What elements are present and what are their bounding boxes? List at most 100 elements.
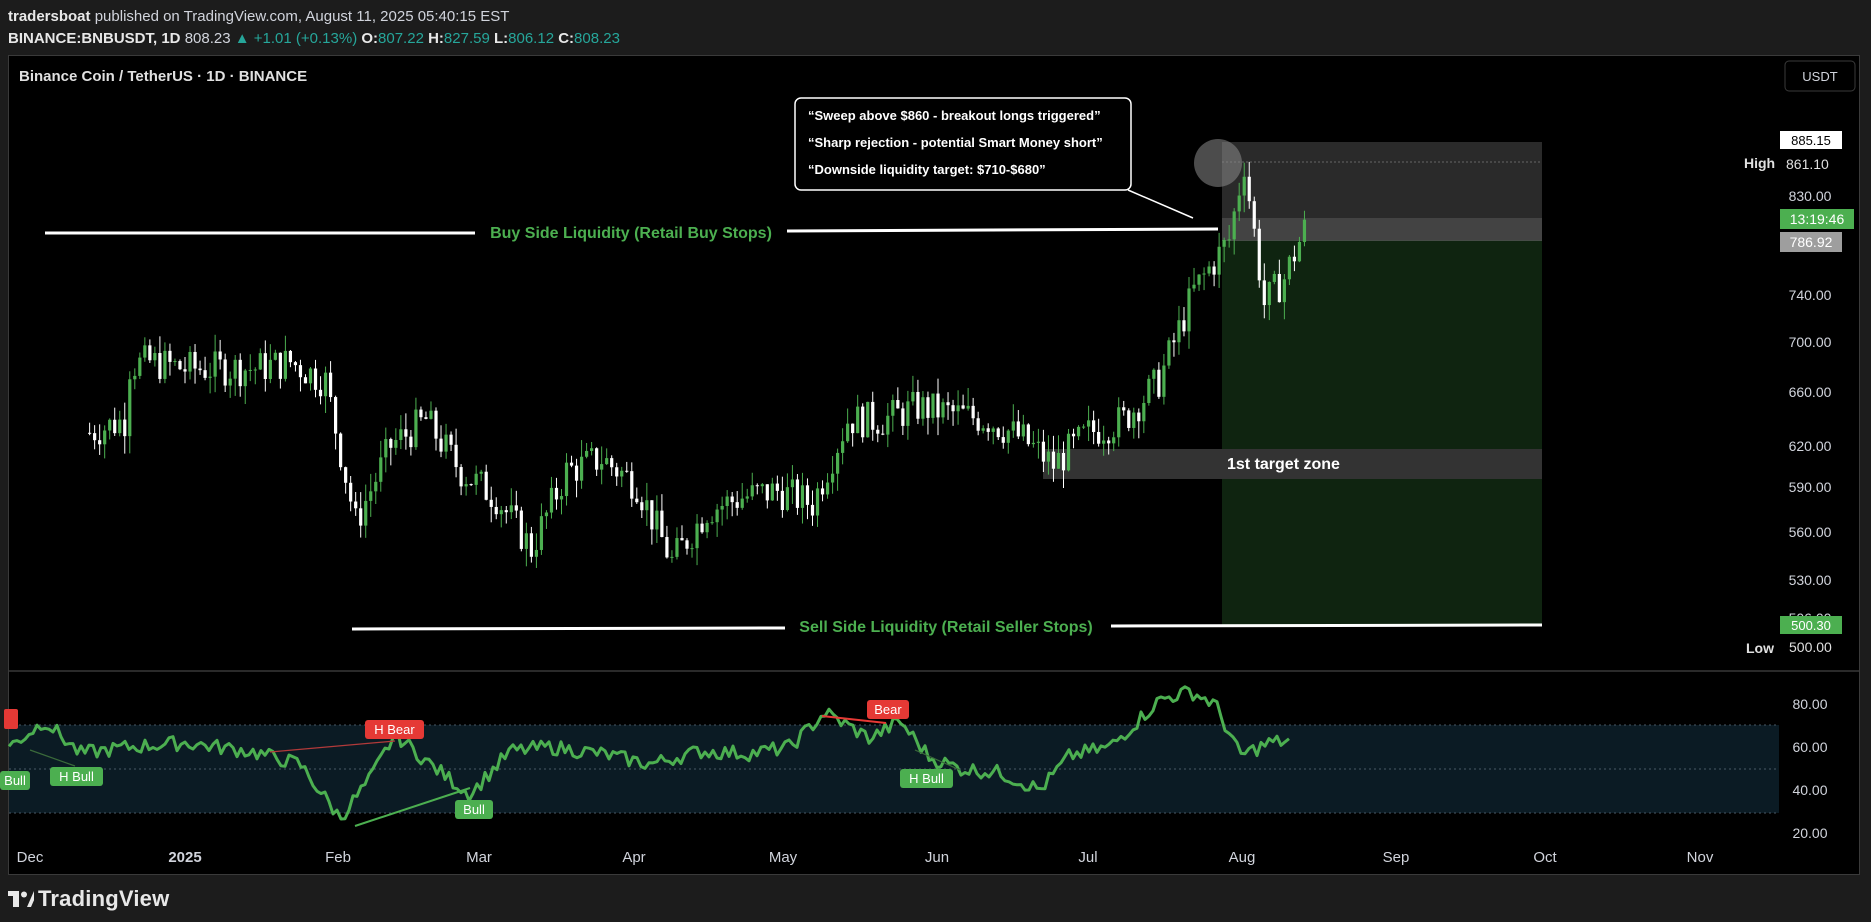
candle [1222,237,1226,263]
target-zone [1043,449,1542,479]
price-axis[interactable]: 830.00 740.00 700.00 660.00 620.00 590.00 560.… [1789,188,1832,626]
candle [665,525,669,559]
candle [148,339,152,364]
candle [725,490,729,520]
candle [1247,161,1251,209]
candle [1006,429,1010,454]
candle [685,538,689,555]
candle [534,533,538,568]
candle [1071,428,1076,449]
candle [1112,431,1116,452]
candle [1207,261,1211,277]
candle [1036,428,1040,459]
candle [384,427,388,473]
price-tick-label: 830.00 [1789,188,1832,204]
candle [1292,245,1297,272]
candle [519,506,523,552]
candle [1016,410,1020,440]
candle [1127,408,1131,432]
rsi-axis[interactable]: 80.00 60.00 40.00 20.00 [1792,696,1827,841]
candle [625,461,629,473]
candle [233,355,237,396]
candle [283,335,287,382]
candle [263,340,267,392]
close-label: C: [558,30,575,47]
callout-box[interactable]: “Sweep above $860 - breakout longs trigg… [794,97,1194,219]
candle [590,442,594,456]
candle [1026,423,1030,447]
symbol-label[interactable]: BINANCE:BNBUSDT, 1D [8,30,181,47]
candle [208,362,212,394]
candle [805,478,810,520]
ohlc-line: BINANCE:BNBUSDT, 1D 808.23 ▲ +1.01 (+0.1… [8,28,620,50]
callout-line-1: “Sweep above $860 - breakout longs trigg… [808,108,1101,123]
candle [1087,405,1091,442]
candle [479,469,483,482]
candle [514,490,518,518]
candle [1167,337,1171,369]
candle [278,352,282,389]
candle [846,408,850,443]
candle [213,334,217,393]
candle [1122,400,1126,416]
candle [349,475,353,512]
candle [1152,368,1156,394]
candle [680,525,684,541]
sweep-zone [1222,218,1542,241]
candle [730,491,734,517]
candle [1202,267,1206,291]
rsi-layer: H Bull H Bear Bull Bear H Bull Bull [0,685,1290,827]
candle [459,464,463,496]
candle [1066,428,1071,472]
candle [554,477,559,510]
high-label: H: [428,30,444,47]
candle [98,424,102,455]
time-tick-label: Feb [325,849,351,866]
candle [836,448,840,491]
candle [820,480,825,502]
candle [298,359,303,392]
candle [464,476,468,496]
candle [88,422,92,436]
candle [1172,332,1176,357]
tradingview-logo[interactable]: TradingView [8,886,169,912]
candle [1031,431,1035,448]
price-change: +1.01 (+0.13%) [253,30,358,47]
candle [630,462,634,507]
sell-side-line-left [351,626,786,631]
badge-current-text: 786.92 [1790,234,1833,250]
candle [228,371,232,398]
candle [574,458,579,498]
candle [1227,224,1231,248]
high-price: 861.10 [1786,156,1829,172]
time-axis[interactable]: Dec 2025 Feb Mar Apr May Jun Jul Aug Sep Oct Nov [17,849,1714,866]
time-tick-label: Oct [1533,849,1557,866]
candle [856,394,860,434]
candle [318,376,323,405]
currency-button[interactable]: USDT [1784,60,1856,92]
candle [750,472,754,501]
hbull-divergence-line [29,749,76,767]
candle [780,476,784,518]
candle [1262,263,1266,319]
rsi-tick-label: 40.00 [1792,782,1827,798]
time-tick-label: 2025 [168,849,201,866]
candle [243,368,247,405]
candle [1011,404,1015,438]
candle [861,403,865,443]
candle [710,516,714,525]
chart-title: Binance Coin / TetherUS · 1D · BINANCE [19,68,307,85]
last-price: 808.23 [184,30,231,47]
time-tick-label: May [769,849,798,866]
badge-top: 885.15 [1780,131,1842,149]
candle [529,526,533,563]
candle [700,517,704,534]
chart-header: tradersboat published on TradingView.com… [8,6,620,50]
candle [1076,425,1081,441]
author-name[interactable]: tradersboat [8,8,91,25]
candle [1081,424,1086,430]
bear-divergence-line-2 [821,715,887,724]
candle [1197,274,1201,291]
bear-divergence-line [269,740,396,753]
